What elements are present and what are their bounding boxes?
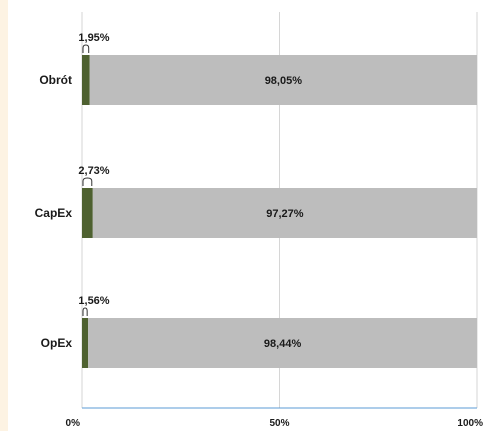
data-label-large: 98,05% bbox=[265, 75, 303, 87]
category-label: Obrót bbox=[39, 73, 72, 87]
category-label: OpEx bbox=[41, 336, 73, 350]
bar-segment-small bbox=[82, 188, 93, 238]
x-tick-label: 100% bbox=[457, 418, 483, 429]
bar-segment-small bbox=[82, 318, 89, 368]
bar-segment-large bbox=[89, 55, 477, 105]
data-label-small: 1,95% bbox=[78, 32, 109, 44]
data-label-large: 98,44% bbox=[264, 338, 302, 350]
callout-leader bbox=[82, 177, 93, 186]
data-label-large: 97,27% bbox=[266, 208, 304, 220]
callout-leader bbox=[82, 307, 88, 316]
bar-segment-large bbox=[88, 318, 478, 368]
bar-segment-small bbox=[82, 55, 90, 105]
x-tick-label: 50% bbox=[269, 418, 289, 429]
data-label-small: 2,73% bbox=[78, 165, 109, 177]
x-tick-label: 0% bbox=[66, 418, 81, 429]
category-label: CapEx bbox=[35, 206, 73, 220]
callout-leader bbox=[82, 44, 90, 53]
left-edge-strip bbox=[0, 0, 8, 431]
bar-segment-large bbox=[92, 188, 477, 238]
data-label-small: 1,56% bbox=[78, 295, 109, 307]
